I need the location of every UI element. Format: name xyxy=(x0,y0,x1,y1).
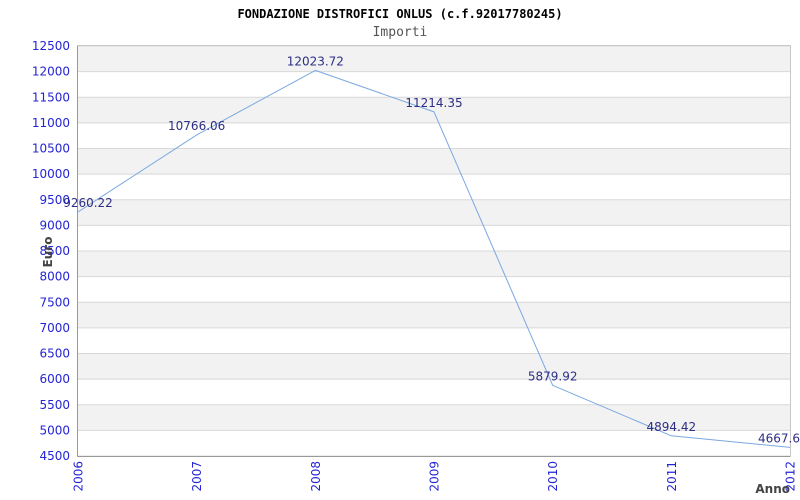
y-axis-tick-label: 6000 xyxy=(39,372,70,386)
value-label: 10766.06 xyxy=(168,119,225,133)
plot-band xyxy=(78,148,790,175)
series-line xyxy=(77,69,791,448)
y-axis-labels: 12500 12000 11500 11000 10500 10000 9500 9000 85… xyxy=(32,39,70,463)
plot-band xyxy=(78,379,790,405)
y-axis-tick-label: 7000 xyxy=(39,321,70,335)
x-axis-labels: 2006 2007 2008 2009 2010 2011 2012 xyxy=(72,461,798,492)
plot-band xyxy=(78,174,790,200)
y-axis-tick-label: 8500 xyxy=(39,244,70,258)
plot-bands xyxy=(78,46,790,456)
y-axis-tick-label: 5500 xyxy=(39,398,70,412)
y-axis-tick-label: 12500 xyxy=(32,39,70,53)
value-label: 5879.92 xyxy=(528,369,578,383)
y-axis-tick-label: 11000 xyxy=(32,116,70,130)
chart-subtitle: Importi xyxy=(372,25,428,40)
value-label: 11214.35 xyxy=(405,96,462,110)
x-axis-tick-label: 2007 xyxy=(190,461,204,492)
plot-band xyxy=(78,302,790,328)
plot-band xyxy=(78,46,790,72)
value-label: 4894.42 xyxy=(647,420,697,434)
plot-band xyxy=(78,225,790,251)
y-axis-tick-label: 9000 xyxy=(39,218,70,232)
y-axis-tick-label: 12000 xyxy=(32,65,70,79)
plot-band xyxy=(78,122,790,149)
value-labels: 9260.22 10766.06 12023.72 11214.35 5879.92 48… xyxy=(63,54,800,445)
y-axis-tick-label: 11500 xyxy=(32,90,70,104)
plot-band xyxy=(78,71,790,98)
y-axis-tick-label: 8000 xyxy=(39,270,70,284)
value-label: 12023.72 xyxy=(287,54,344,68)
x-axis-tick-label: 2006 xyxy=(72,461,86,492)
plot-band xyxy=(78,97,790,123)
y-axis-tick-label: 6500 xyxy=(39,347,70,361)
plot-band xyxy=(78,199,790,226)
x-axis-title: Anno xyxy=(755,482,790,496)
plot-band xyxy=(78,327,790,354)
x-axis-tick-label: 2009 xyxy=(428,461,442,492)
plot-band xyxy=(78,404,790,431)
y-axis-tick-label: 7500 xyxy=(39,295,70,309)
y-axis-tick-label: 9500 xyxy=(39,193,70,207)
y-axis-tick-label: 10500 xyxy=(32,142,70,156)
y-axis-tick-label: 5000 xyxy=(39,423,70,437)
plot-band xyxy=(78,276,790,303)
plot-band xyxy=(78,251,790,277)
plot-band xyxy=(78,353,790,380)
y-axis-tick-label: 4500 xyxy=(39,449,70,463)
x-axis-tick-label: 2008 xyxy=(309,461,323,492)
value-label: 4667.6 xyxy=(758,431,800,445)
x-axis-tick-label: 2012 xyxy=(784,461,798,492)
value-label: 9260.22 xyxy=(63,196,113,210)
plot-band xyxy=(78,430,790,456)
chart-title: FONDAZIONE DISTROFICI ONLUS (c.f.9201778… xyxy=(237,7,563,21)
y-axis-tick-label: 10000 xyxy=(32,167,70,181)
x-axis-tick-label: 2010 xyxy=(546,461,560,492)
y-axis-title: Euro xyxy=(41,237,55,268)
x-axis-tick-label: 2011 xyxy=(665,461,679,492)
